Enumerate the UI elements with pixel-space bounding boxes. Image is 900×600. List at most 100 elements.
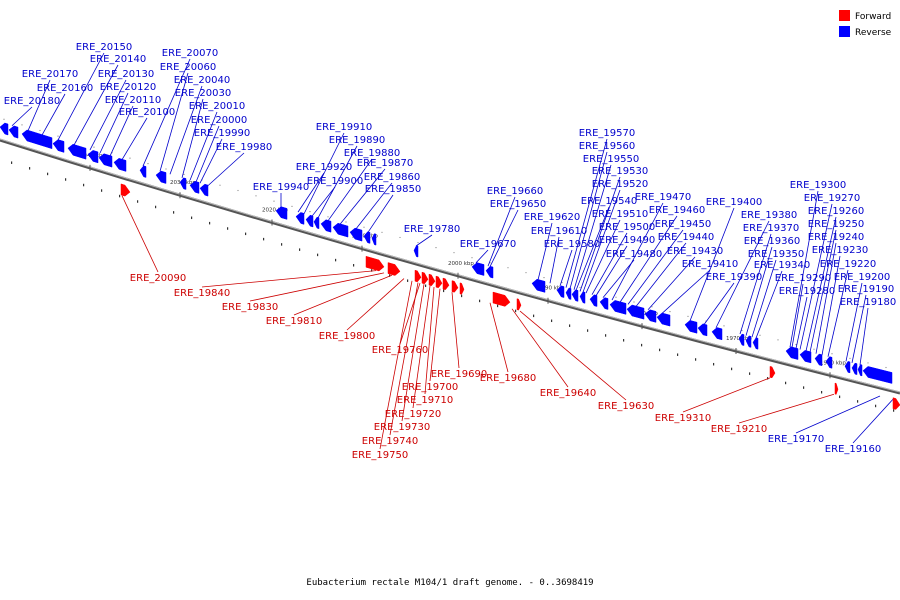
gene-label-ere_19710: ERE_19710 [397, 395, 453, 406]
leader-line [537, 222, 553, 281]
map-caption: Eubacterium rectale M104/1 draft genome.… [306, 578, 594, 588]
legend-reverse-swatch [839, 26, 850, 37]
dot-mark [3, 118, 5, 120]
gene-label-ere_20170: ERE_20170 [22, 69, 78, 80]
dash-mark [839, 395, 841, 399]
dash-mark [623, 339, 625, 342]
gene-label-ere_19340: ERE_19340 [754, 260, 810, 271]
gene-label-ere_19270: ERE_19270 [804, 193, 860, 204]
reverse-gene-arrow [371, 233, 377, 246]
leader-line [602, 259, 635, 298]
leader-line [401, 284, 425, 422]
dot-mark [363, 226, 365, 228]
reverse-gene-arrow [332, 222, 349, 238]
leader-line [311, 186, 336, 217]
gene-label-ere_19520: ERE_19520 [592, 179, 648, 190]
leader-line [661, 269, 711, 314]
label-leader-lines [11, 52, 894, 450]
leader-line [199, 138, 223, 184]
leader-line [799, 203, 833, 350]
gene-label-ere_19250: ERE_19250 [808, 219, 864, 230]
gene-label-ere_19170: ERE_19170 [768, 434, 824, 445]
leader-line [41, 93, 66, 136]
gene-features [0, 122, 900, 410]
leader-line [755, 270, 783, 339]
leader-line [99, 92, 129, 154]
reverse-gene-arrow [556, 285, 565, 298]
leader-line [845, 282, 863, 362]
dash-mark [569, 324, 571, 327]
gene-label-ere_19610: ERE_19610 [531, 226, 587, 237]
dot-mark [57, 135, 59, 137]
dot-mark [867, 362, 869, 364]
dot-mark [507, 267, 509, 269]
dash-mark [173, 211, 175, 214]
leader-line [569, 151, 608, 289]
dot-mark [777, 339, 779, 341]
forward-gene-arrow [120, 183, 131, 197]
gene-label-ere_19730: ERE_19730 [374, 422, 430, 433]
gene-label-ere_19860: ERE_19860 [364, 172, 420, 183]
reverse-gene-arrow [799, 350, 812, 364]
reverse-gene-arrow [857, 364, 863, 377]
forward-gene-arrow [492, 291, 511, 307]
dot-mark [687, 315, 689, 317]
legend-reverse-label: Reverse [855, 28, 892, 38]
gene-label-ere_19300: ERE_19300 [790, 180, 846, 191]
leader-line [627, 229, 684, 305]
forward-gene-arrow [442, 277, 450, 291]
reverse-gene-arrow [189, 180, 200, 194]
tick-label: 2020 kbp [262, 208, 288, 214]
dot-mark [723, 325, 725, 327]
gene-label-ere_19990: ERE_19990 [194, 128, 250, 139]
gene-label-ere_19690: ERE_19690 [431, 369, 487, 380]
reverse-gene-arrow [305, 214, 314, 228]
gene-label-ere_20040: ERE_20040 [174, 75, 230, 86]
forward-gene-arrow [834, 382, 839, 395]
reverse-gene-arrow [738, 333, 745, 346]
dash-mark [209, 221, 211, 225]
gene-label-ere_19850: ERE_19850 [365, 184, 421, 195]
leader-line [339, 168, 386, 225]
dash-mark [263, 237, 265, 241]
forward-gene-arrow [435, 275, 443, 289]
genome-backbone [0, 138, 900, 395]
leader-line [579, 176, 621, 292]
leader-line [827, 269, 849, 357]
gene-label-ere_19920: ERE_19920 [296, 162, 352, 173]
gene-label-ere_20100: ERE_20100 [119, 107, 175, 118]
gene-label-ere_20140: ERE_20140 [90, 54, 146, 65]
gene-label-ere_19550: ERE_19550 [583, 154, 639, 165]
dot-mark [849, 357, 851, 359]
reverse-gene-arrow [599, 297, 609, 310]
forward-gene-arrow [451, 280, 459, 293]
reverse-gene-arrow [862, 366, 893, 384]
legend: Forward Reverse [839, 10, 892, 38]
forward-gene-arrow [428, 273, 436, 287]
gene-label-ere_19900: ERE_19900 [307, 176, 363, 187]
dash-mark [857, 400, 859, 403]
gene-label-ere_19410: ERE_19410 [682, 259, 738, 270]
dot-mark [543, 277, 545, 279]
gene-label-ere_19530: ERE_19530 [592, 166, 648, 177]
gene-label-ere_19560: ERE_19560 [579, 141, 635, 152]
dot-mark [327, 216, 329, 218]
gene-label-ere_19680: ERE_19680 [480, 373, 536, 384]
reverse-gene-arrow [697, 323, 708, 337]
gene-label-ere_19870: ERE_19870 [357, 158, 413, 169]
leader-line [415, 234, 433, 247]
dot-mark [291, 205, 293, 207]
dash-mark [641, 343, 643, 347]
gene-label-ere_20150: ERE_20150 [76, 42, 132, 53]
dot-mark [21, 124, 23, 126]
dash-mark [407, 279, 409, 282]
gene-label-ere_19440: ERE_19440 [658, 232, 714, 243]
leader-line [795, 395, 881, 434]
leader-line [519, 310, 627, 401]
leader-line [745, 246, 773, 336]
gene-label-ere_19210: ERE_19210 [711, 424, 767, 435]
reverse-gene-arrow [745, 335, 752, 348]
dash-mark [893, 409, 895, 412]
leader-line [89, 79, 127, 151]
reverse-gene-arrow [851, 362, 858, 375]
